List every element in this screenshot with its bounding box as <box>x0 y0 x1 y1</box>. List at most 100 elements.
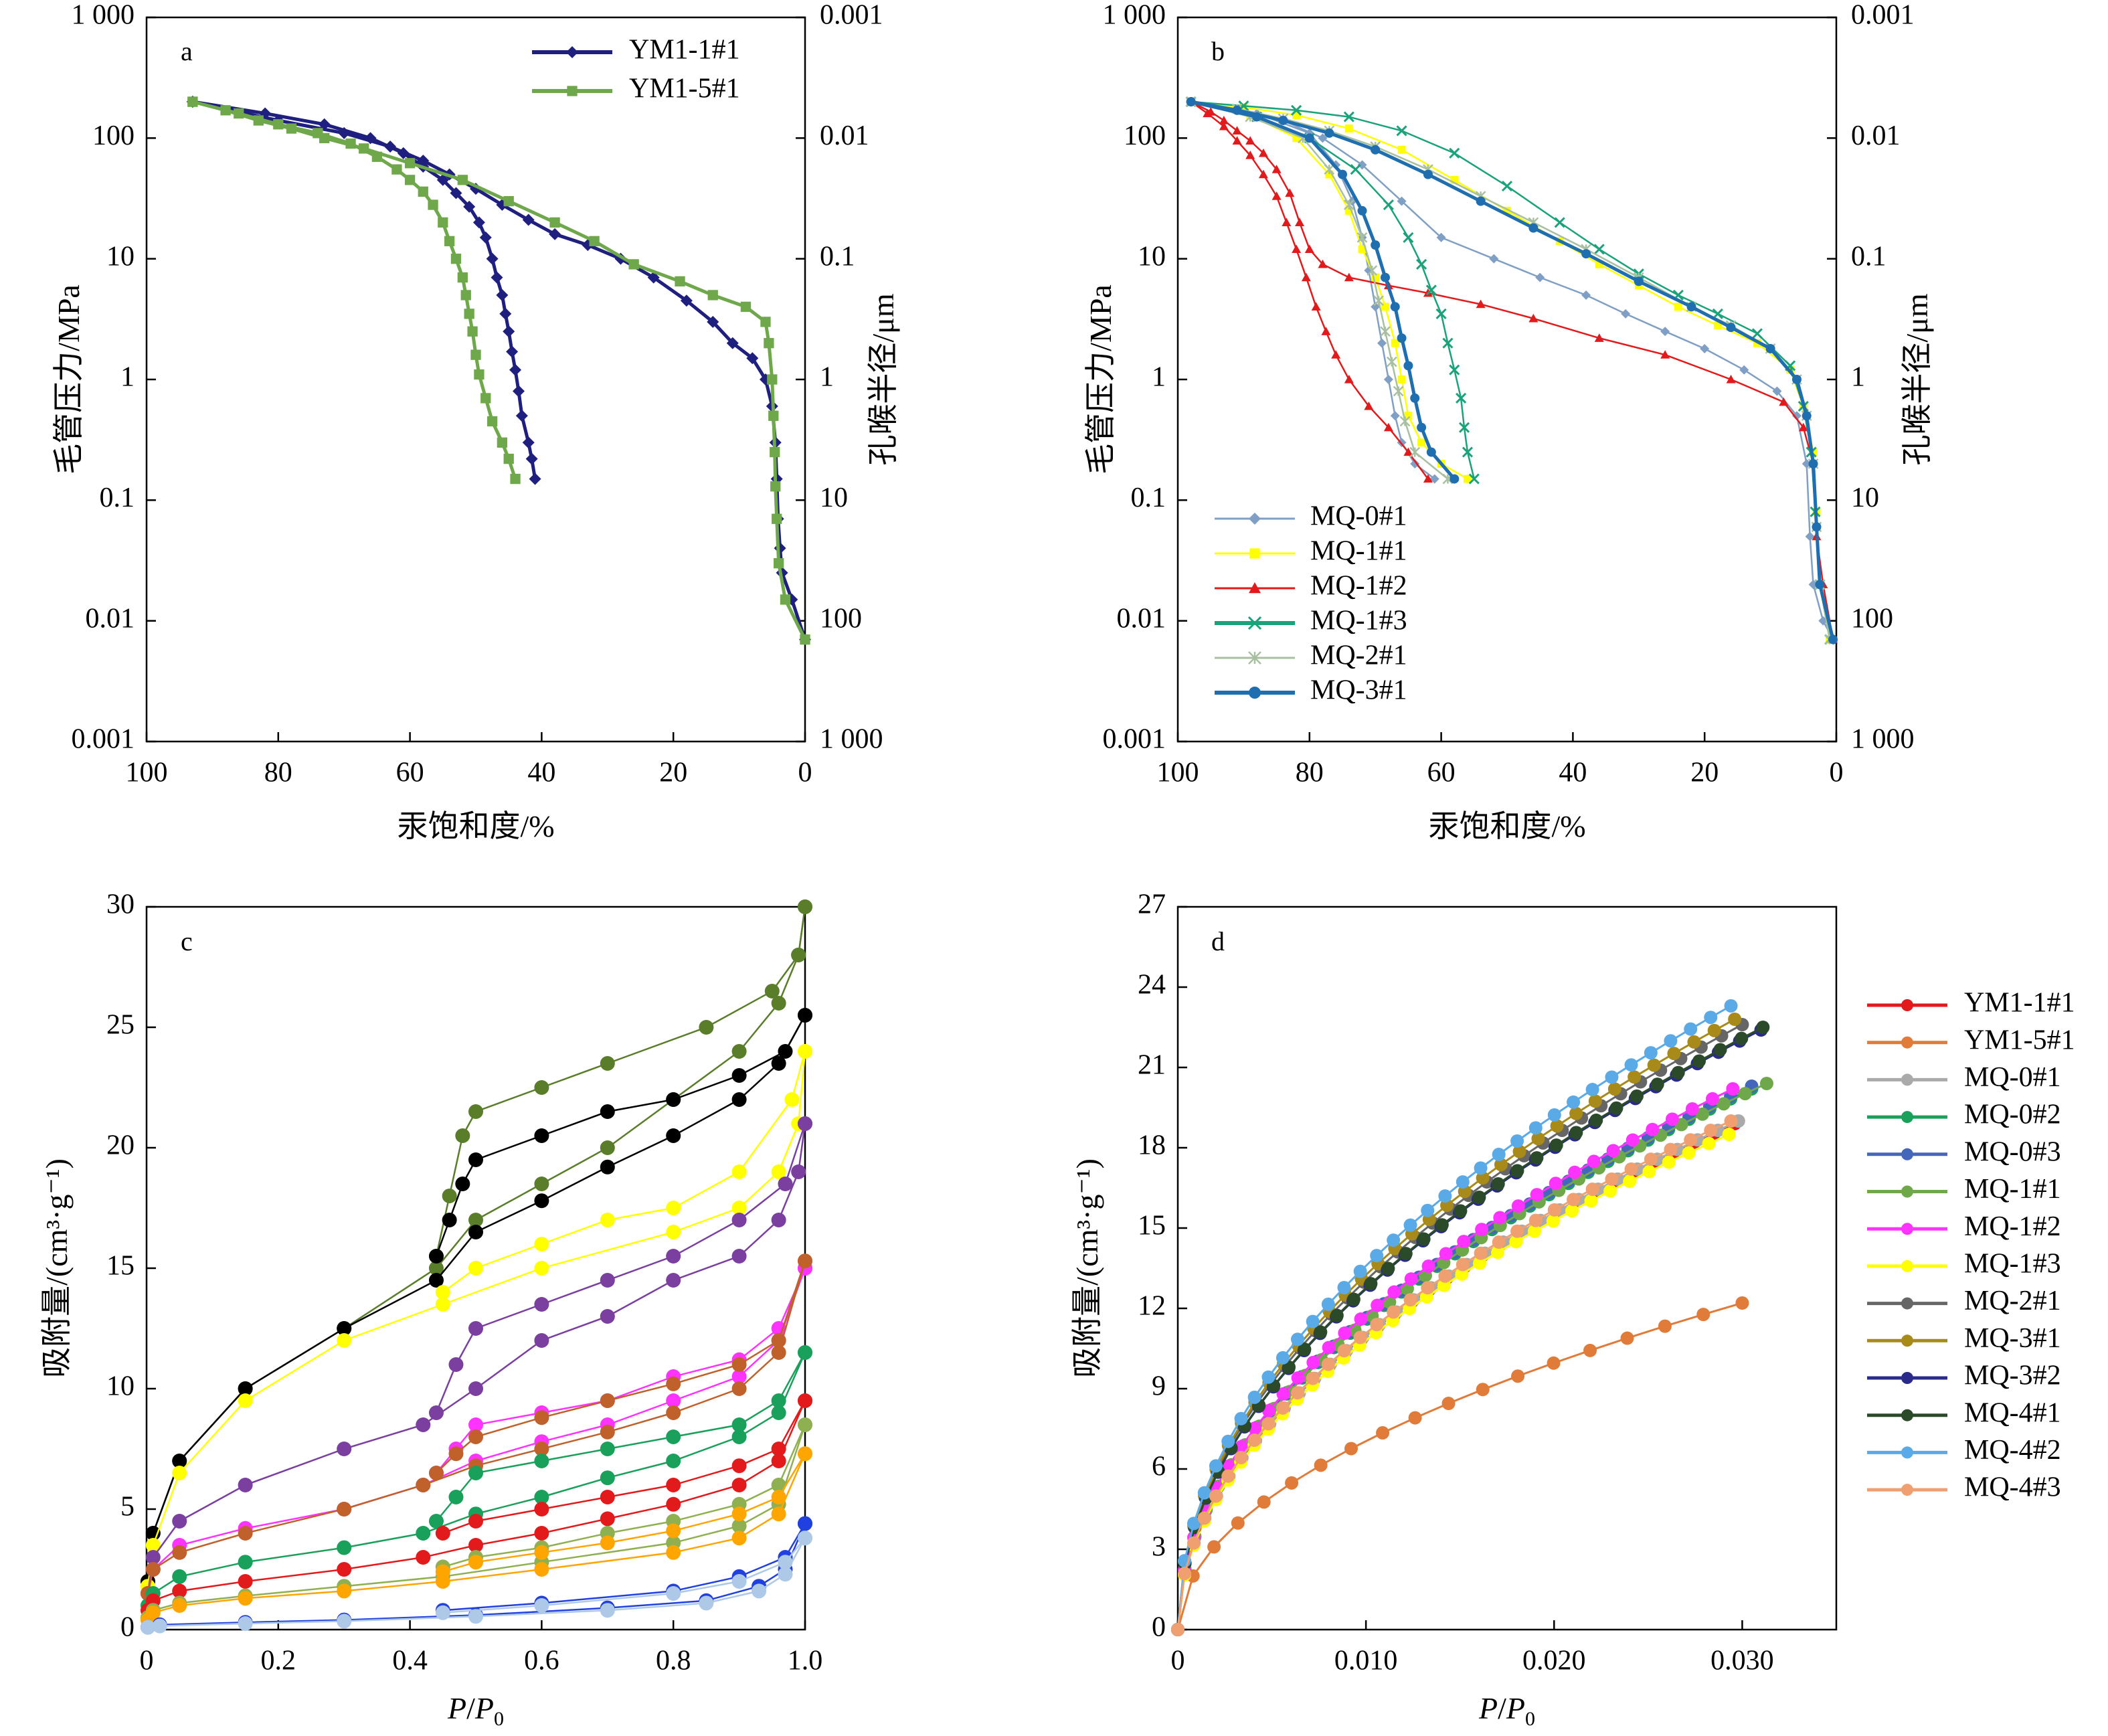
data-point <box>1338 169 1347 179</box>
data-point <box>534 1545 549 1560</box>
data-point <box>1671 1065 1685 1079</box>
y-tick-label: 6 <box>1152 1452 1166 1482</box>
data-point <box>1387 1285 1401 1299</box>
legend-label: YM1-1#1 <box>629 35 740 66</box>
y2-tick-label: 10 <box>820 483 848 513</box>
legend-label: MQ-1#2 <box>1964 1211 2061 1242</box>
data-point <box>1441 1397 1456 1411</box>
data-point <box>1554 217 1565 228</box>
data-point <box>436 173 449 186</box>
isotherm-1 <box>140 1008 812 1589</box>
data-point <box>1271 165 1282 173</box>
data-point <box>1664 1142 1678 1156</box>
data-point <box>534 1490 549 1504</box>
data-point <box>1568 1165 1582 1179</box>
data-point <box>1707 1023 1721 1037</box>
data-point <box>1425 284 1437 296</box>
data-point <box>1397 145 1406 154</box>
data-point <box>468 1429 483 1444</box>
data-point <box>731 1429 747 1444</box>
data-point <box>1530 1151 1544 1165</box>
data-point <box>497 437 508 448</box>
data-point <box>1261 1417 1276 1431</box>
data-point <box>1686 302 1696 312</box>
legend-label: YM1-5#1 <box>629 74 740 104</box>
data-point <box>1457 1235 1471 1249</box>
series-line <box>1176 1088 1753 1630</box>
data-point <box>1314 1458 1328 1472</box>
data-point <box>771 1490 786 1504</box>
y-tick-label: 27 <box>1138 889 1166 920</box>
legend-label: MQ-1#1 <box>1310 536 1407 567</box>
data-point <box>534 1454 549 1468</box>
data-point <box>1547 1356 1561 1370</box>
data-point <box>468 1321 483 1336</box>
legend-label: MQ-3#1 <box>1310 675 1407 706</box>
panel-a-x-axis-label: 汞饱和度/% <box>397 809 554 843</box>
data-point <box>1370 1318 1384 1332</box>
data-point <box>600 1535 615 1551</box>
data-point <box>442 1213 457 1227</box>
data-point <box>273 119 284 130</box>
data-point <box>600 1442 615 1456</box>
data-point <box>1331 350 1341 359</box>
data-point <box>1685 1102 1699 1116</box>
data-point <box>1403 447 1413 456</box>
data-point <box>1450 474 1460 484</box>
data-point <box>731 1068 747 1083</box>
legend-entry: MQ-0#1 <box>1867 1062 2061 1093</box>
data-point <box>1594 333 1604 342</box>
panel-b-legend: MQ-0#1 MQ-1#1 MQ-1#2 MQ-1#3 MQ-2#1 MQ-3#1 <box>1215 501 1407 706</box>
data-point <box>1696 1107 1710 1121</box>
panel-d-y-ticks: 0 3 6 9 12 15 18 21 24 27 <box>1138 889 1187 1643</box>
data-point <box>1674 302 1682 311</box>
data-point <box>534 1502 549 1516</box>
series-MQ-1#1 <box>1187 98 1834 644</box>
data-point <box>740 301 752 313</box>
data-point <box>1658 1319 1672 1333</box>
data-point <box>1391 339 1399 347</box>
data-point <box>1812 522 1822 532</box>
data-point <box>770 446 780 458</box>
legend-label: MQ-0#2 <box>1964 1100 2061 1130</box>
x-tick-label: 0.2 <box>261 1646 296 1676</box>
series-line <box>1176 1122 1735 1630</box>
data-point <box>1421 1260 1435 1274</box>
data-point <box>1759 1077 1773 1090</box>
data-point <box>699 1595 714 1611</box>
data-point <box>1311 302 1321 311</box>
legend-entry: MQ-0#2 <box>1867 1100 2061 1130</box>
data-point <box>1535 272 1545 282</box>
data-point <box>1304 133 1314 143</box>
legend-swatch-marker <box>1248 651 1261 665</box>
series-line <box>1176 1018 1735 1630</box>
data-point <box>474 369 485 380</box>
data-point <box>1435 308 1447 319</box>
data-point <box>1276 1401 1290 1415</box>
y-tick-label: 1 <box>120 362 135 393</box>
y2-tick-label: 1 000 <box>1851 724 1915 755</box>
data-point <box>628 259 639 270</box>
data-point <box>515 410 528 422</box>
data-point <box>503 195 514 207</box>
data-point <box>770 481 781 492</box>
data-point <box>1261 1403 1276 1417</box>
series-YM1-1#1 <box>1171 1117 1742 1636</box>
isotherm-9 <box>140 1446 812 1628</box>
data-point <box>1357 205 1367 215</box>
panel-a-y-axis-label: 毛管压力/MPa <box>52 284 86 474</box>
legend-label: MQ-1#1 <box>1964 1174 2061 1205</box>
data-point <box>1324 164 1335 175</box>
x-tick-label: 100 <box>1157 758 1199 788</box>
data-point <box>1353 1264 1367 1278</box>
series-line <box>1176 1120 1732 1630</box>
data-point <box>1791 411 1802 421</box>
legend-entry: MQ-1#1 <box>1215 536 1407 567</box>
data-point <box>1700 343 1710 353</box>
data-point <box>1713 1043 1727 1057</box>
data-point <box>479 231 492 244</box>
data-point <box>1306 1314 1320 1328</box>
legend-label: YM1-5#1 <box>1964 1025 2075 1055</box>
data-point <box>313 128 323 139</box>
